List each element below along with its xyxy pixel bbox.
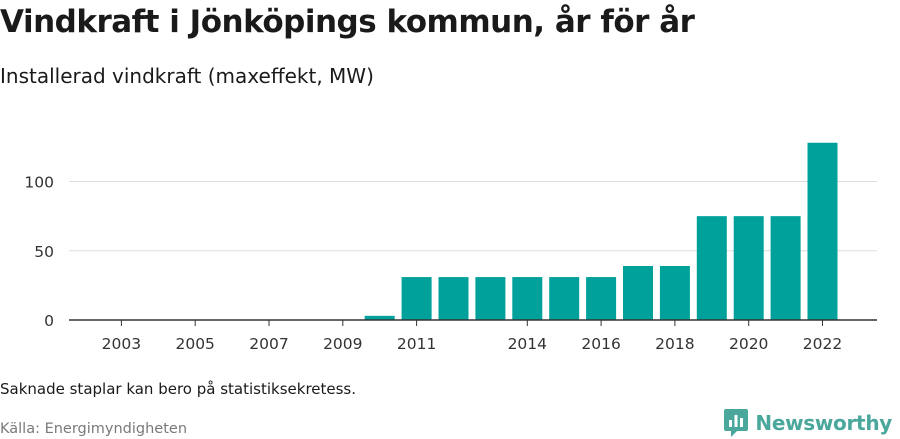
- x-tick-label: 2022: [803, 335, 842, 353]
- footnote: Saknade staplar kan bero på statistiksek…: [0, 380, 357, 398]
- bar-2022: [807, 142, 838, 320]
- bar-2021: [770, 216, 801, 320]
- y-tick-label: 0: [44, 312, 54, 330]
- bar-2011: [401, 277, 432, 320]
- bar-2014: [512, 277, 543, 320]
- bars: [364, 142, 838, 320]
- x-tick-label: 2011: [397, 335, 436, 353]
- chart-title: Vindkraft i Jönköpings kommun, år för år: [0, 4, 695, 40]
- y-tick-label: 50: [34, 243, 54, 261]
- x-tick-label: 2005: [175, 335, 214, 353]
- brand-name: Newsworthy: [755, 411, 892, 435]
- x-tick-label: 2007: [249, 335, 288, 353]
- x-tick-label: 2003: [102, 335, 141, 353]
- y-tick-label: 100: [24, 174, 54, 192]
- bar-2012: [438, 277, 469, 320]
- bar-2020: [733, 216, 764, 320]
- axes: 0 50 100 2003 2005 2007 2009 2011 2014 2016 2018 20…: [24, 174, 877, 353]
- x-tick-label: 2018: [655, 335, 694, 353]
- bar-2015: [549, 277, 580, 320]
- bar-chart: 0 50 100 2003 2005 2007 2009 2011 2014 2016 2018 20…: [24, 142, 877, 353]
- bar-2017: [623, 266, 653, 320]
- bar-2018: [659, 266, 690, 320]
- bar-2013: [475, 277, 506, 320]
- brand-logo: Newsworthy: [723, 408, 892, 438]
- x-tick-label: 2020: [729, 335, 768, 353]
- bar-2010: [364, 315, 395, 320]
- newsworthy-logo-icon: [724, 409, 749, 437]
- bar-2016: [586, 277, 617, 320]
- bar-2019: [696, 216, 727, 320]
- x-tick-label: 2009: [323, 335, 362, 353]
- source-text: Källa: Energimyndigheten: [0, 421, 188, 437]
- x-tick-label: 2014: [508, 335, 547, 353]
- chart-subtitle: Installerad vindkraft (maxeffekt, MW): [0, 64, 374, 88]
- x-tick-label: 2016: [581, 335, 620, 353]
